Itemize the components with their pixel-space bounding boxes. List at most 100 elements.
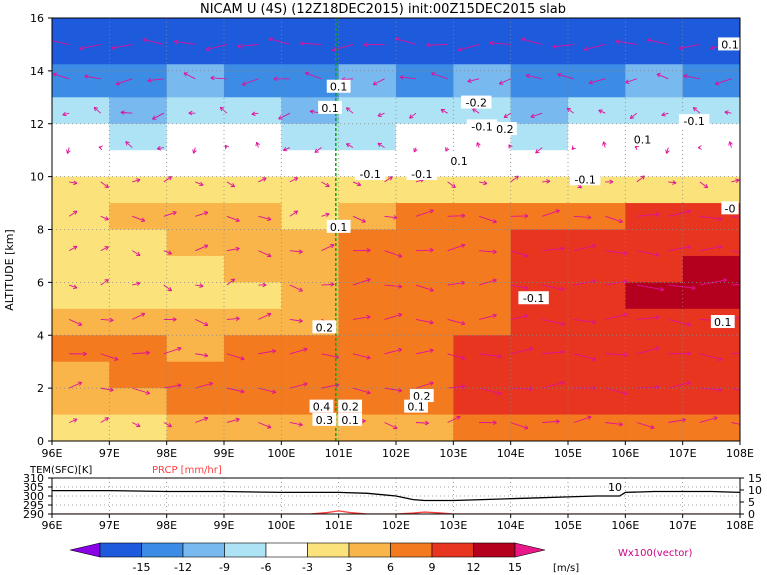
heatmap-cell	[396, 176, 454, 204]
wind-vector-head	[560, 286, 565, 292]
colorbar-swatch	[99, 542, 142, 558]
heatmap-cell	[338, 361, 397, 389]
wind-vector	[416, 422, 429, 424]
wind-vector	[467, 78, 480, 82]
wind-vector	[321, 283, 335, 286]
surface-x-tick-label: 102E	[382, 519, 410, 532]
wind-vector-head	[377, 142, 382, 147]
svg-text:-0.1: -0.1	[523, 292, 544, 305]
wind-vector	[458, 44, 480, 51]
wind-vector-head	[199, 181, 204, 187]
wind-vector	[258, 177, 267, 183]
wind-vector	[195, 318, 209, 326]
svg-text:0.1: 0.1	[330, 221, 348, 234]
wind-vector	[111, 43, 133, 49]
wind-vector-head	[598, 109, 603, 114]
svg-text:0.1: 0.1	[321, 102, 339, 115]
wind-vector	[489, 42, 511, 45]
heatmap-cell	[625, 255, 684, 283]
wind-vector-head	[728, 141, 733, 146]
wind-vector	[289, 177, 298, 183]
wind-vector-head	[692, 106, 698, 112]
wind-vector	[605, 422, 623, 425]
svg-text:-0.1: -0.1	[359, 168, 380, 181]
surface-x-tick-label: 96E	[42, 519, 63, 532]
wind-vector-head	[330, 282, 335, 287]
wind-vector-head	[300, 41, 305, 46]
wind-vector	[226, 353, 245, 360]
wind-vector-head	[388, 176, 393, 181]
temperature-line	[52, 489, 740, 502]
vector-scale-label: Wx100(vector)	[618, 548, 693, 559]
wind-vector-head	[467, 78, 472, 83]
wind-vector-head	[230, 183, 236, 188]
heatmap-cell	[453, 18, 512, 65]
wind-vector	[731, 250, 740, 253]
colorbar-swatch	[265, 542, 308, 558]
heatmap-cell	[625, 388, 684, 416]
surface-right-tick-label: 15	[748, 472, 762, 485]
svg-text:-0.1: -0.1	[683, 115, 704, 128]
contour-label: 0.2	[312, 320, 337, 334]
wind-vector	[699, 279, 727, 286]
svg-text:0.2: 0.2	[341, 401, 359, 414]
x-tick-label: 107E	[669, 447, 697, 460]
wind-vector-head	[555, 419, 560, 424]
wind-vector-head	[656, 73, 661, 78]
wind-vector-head	[431, 72, 436, 77]
svg-text:-0.2: -0.2	[466, 97, 487, 110]
surface-x-tick-label: 107E	[669, 519, 697, 532]
wind-vector	[394, 38, 417, 45]
wind-vector	[415, 318, 434, 324]
wind-vector-head	[546, 179, 551, 184]
y-tick-label: 2	[37, 382, 44, 395]
heatmap-cell	[109, 123, 168, 151]
wind-vector	[605, 250, 628, 255]
surface-left-tick-label: 290	[23, 508, 44, 521]
wind-vector-head	[62, 111, 67, 117]
heatmap-cell	[109, 203, 168, 230]
wind-vector-head	[397, 347, 403, 353]
heatmap-cell	[510, 335, 569, 363]
wind-vector-head	[498, 80, 504, 85]
heatmap-cell	[682, 388, 740, 416]
wind-vector	[132, 352, 150, 355]
wind-vector-head	[52, 38, 53, 40]
wind-vector	[157, 147, 164, 150]
wind-vector-head	[109, 387, 114, 393]
wind-vector-head	[451, 183, 456, 188]
heatmap-cell	[109, 176, 168, 204]
x-tick-label: 105E	[554, 447, 582, 460]
wind-vector	[258, 422, 272, 429]
wind-vector-head	[298, 249, 303, 254]
wind-vector	[683, 75, 700, 80]
svg-text:-0.1: -0.1	[574, 173, 595, 186]
wind-vector-head	[120, 110, 125, 115]
heatmap-cell	[281, 229, 340, 257]
wind-vector-head	[629, 114, 635, 120]
heatmap-cell	[568, 361, 626, 389]
wind-vector-head	[461, 384, 466, 389]
wind-vector	[731, 215, 740, 219]
surface-x-tick-label: 104E	[497, 519, 525, 532]
heatmap-cell	[453, 282, 512, 310]
wind-vector	[440, 109, 448, 114]
wind-vector	[258, 215, 272, 220]
wind-vector	[625, 78, 637, 84]
wind-vector-head	[429, 247, 434, 253]
wind-vector	[384, 313, 403, 320]
heatmap-cell	[52, 335, 110, 363]
wind-vector-head	[508, 144, 513, 149]
wind-vector-head	[273, 76, 278, 82]
wind-vector-head	[203, 244, 209, 249]
heatmap-cell	[281, 282, 340, 310]
heatmap-cell	[453, 361, 512, 389]
heatmap-cell	[396, 414, 454, 441]
contour-label: 0.1	[630, 132, 655, 147]
wind-vector-head	[82, 351, 87, 357]
wind-vector-head	[224, 144, 229, 150]
wind-vector	[521, 38, 543, 45]
wind-vector-head	[262, 177, 267, 182]
heatmap-cell	[52, 18, 110, 65]
